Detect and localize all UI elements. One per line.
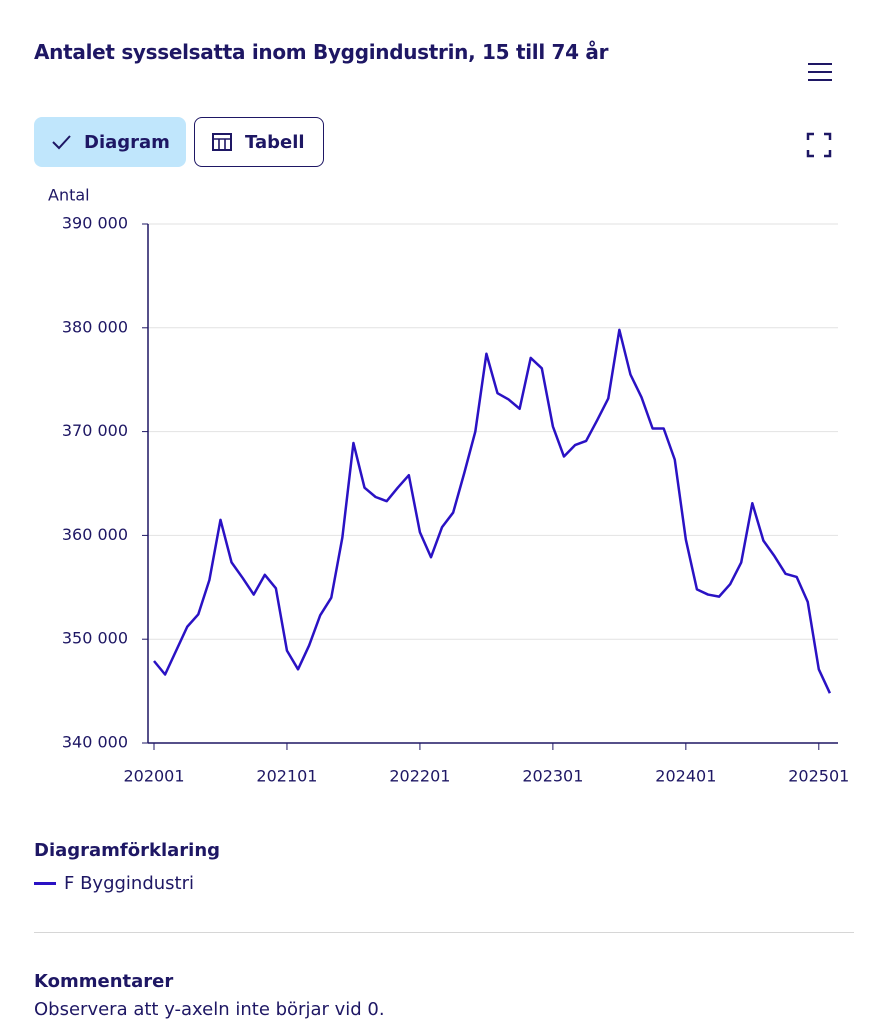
legend-item: F Byggindustri bbox=[34, 873, 194, 894]
chart: Antal 340 000 350 000 360 000 370 000 380 00… bbox=[48, 186, 849, 786]
table-button[interactable]: Tabell bbox=[194, 117, 324, 167]
y-tick-label: 380 000 bbox=[62, 317, 128, 336]
chart-title: Antalet sysselsatta inom Byggindustrin, … bbox=[34, 40, 609, 64]
y-axis-label: Antal bbox=[48, 186, 90, 205]
button-label: Diagram bbox=[84, 131, 170, 153]
y-tick-label: 390 000 bbox=[62, 214, 128, 233]
fullscreen-icon[interactable] bbox=[806, 132, 832, 158]
legend-swatch bbox=[34, 882, 56, 885]
series-line bbox=[153, 328, 832, 694]
x-tick-label: 202101 bbox=[256, 767, 317, 786]
legend-title: Diagramförklaring bbox=[34, 840, 221, 861]
y-tick-label: 370 000 bbox=[62, 421, 128, 440]
y-tick-label: 360 000 bbox=[62, 525, 128, 544]
x-tick-label: 202001 bbox=[123, 767, 184, 786]
table-icon bbox=[212, 133, 232, 151]
x-tick-label: 202401 bbox=[655, 767, 716, 786]
x-tick-label: 202201 bbox=[389, 767, 450, 786]
button-label: Tabell bbox=[245, 131, 305, 153]
separator bbox=[34, 932, 854, 933]
y-tick-label: 350 000 bbox=[62, 629, 128, 648]
check-icon bbox=[52, 135, 71, 150]
comments-text: Observera att y-axeln inte börjar vid 0. bbox=[34, 999, 385, 1020]
legend-label: F Byggindustri bbox=[64, 873, 195, 894]
y-tick-label: 340 000 bbox=[62, 733, 128, 752]
menu-icon[interactable] bbox=[806, 62, 834, 82]
diagram-button[interactable]: Diagram bbox=[34, 117, 186, 167]
comments-title: Kommentarer bbox=[34, 971, 174, 992]
x-tick-label: 202501 bbox=[788, 767, 849, 786]
x-tick-label: 202301 bbox=[522, 767, 583, 786]
